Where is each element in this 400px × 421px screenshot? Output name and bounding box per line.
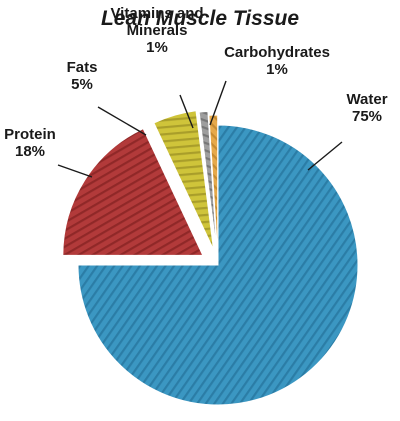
label-protein: Protein 18% [4, 126, 56, 160]
leader-line-fats [97, 106, 147, 136]
slice-protein [62, 128, 204, 256]
leader-line-carbohydrates [209, 80, 227, 126]
leader-line-protein [57, 164, 93, 178]
label-fats: Fats 5% [67, 59, 98, 93]
slice-vitamins-and-minerals [198, 110, 218, 252]
slice-labels: Water 75% Protein 18% Fats 5% Vitamins and Mine… [4, 5, 388, 178]
pie-slices [62, 110, 359, 406]
label-carbohydrates: Carbohydrates 1% [224, 44, 330, 78]
chart-title: Lean Muscle Tissue [101, 7, 299, 30]
label-water: Water 75% [346, 91, 387, 125]
slice-water [77, 124, 359, 406]
leader-line-vitamins-and-minerals [179, 94, 194, 129]
slice-fats [153, 110, 215, 250]
label-vitamins-and-minerals: Vitamins and Minerals 1% [110, 5, 203, 56]
leader-line-water [307, 141, 343, 171]
